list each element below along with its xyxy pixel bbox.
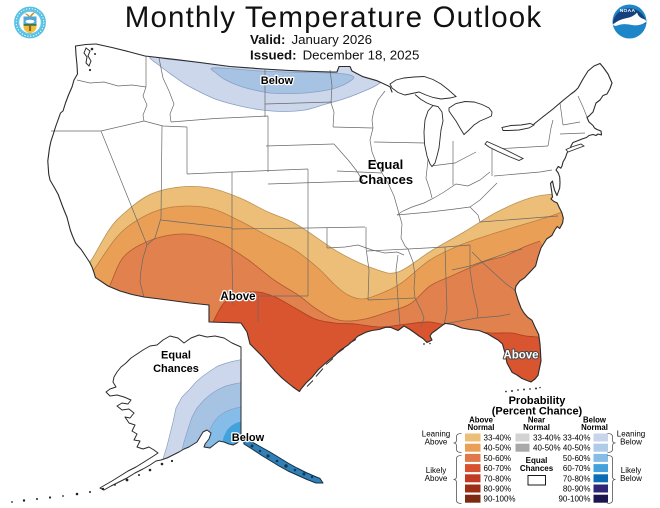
svg-text:40-50%: 40-50% [484,444,512,453]
svg-text:Likely: Likely [621,466,641,475]
svg-text:Monthly Temperature Outlook: Monthly Temperature Outlook [125,1,542,34]
svg-text:80-90%: 80-90% [563,485,591,494]
svg-text:Equal: Equal [526,456,548,465]
svg-text:Normal: Normal [581,423,608,432]
svg-text:Below: Below [261,75,294,87]
svg-text:40-50%: 40-50% [563,444,591,453]
svg-text:Below: Below [232,432,265,444]
svg-text:60-70%: 60-70% [484,464,512,473]
svg-text:Normal: Normal [468,423,495,432]
svg-text:Likely: Likely [426,466,446,475]
svg-text:70-80%: 70-80% [484,474,512,483]
svg-text:33-40%: 33-40% [563,434,591,443]
svg-text:Chances: Chances [520,464,554,473]
svg-text:Above: Above [469,416,493,425]
svg-text:33-40%: 33-40% [533,434,561,443]
svg-text:Above: Above [503,350,538,362]
svg-text:Above: Above [220,291,255,303]
svg-text:Below: Below [620,474,642,483]
svg-text:50-60%: 50-60% [484,454,512,463]
svg-text:Equal: Equal [161,350,191,362]
svg-text:Leaning: Leaning [617,430,645,439]
svg-text:(Percent Chance): (Percent Chance) [492,406,583,418]
svg-text:90-100%: 90-100% [484,495,516,504]
svg-text:Above: Above [425,474,448,483]
svg-text:Equal: Equal [368,157,403,172]
svg-text:Normal: Normal [523,423,550,432]
svg-text:Above: Above [425,438,448,447]
svg-text:Below: Below [620,438,642,447]
svg-text:70-80%: 70-80% [563,474,591,483]
svg-text:Chances: Chances [153,363,199,375]
svg-text:40-50%: 40-50% [533,444,561,453]
svg-text:60-70%: 60-70% [563,464,591,473]
svg-text:Valid:January 2026: Valid: January 2026 [250,32,372,47]
svg-text:Chances: Chances [359,172,413,187]
svg-text:Issued:December 18, 2025: Issued: December 18, 2025 [250,48,419,63]
svg-text:50-60%: 50-60% [563,454,591,463]
svg-text:Probability: Probability [509,395,567,407]
svg-text:33-40%: 33-40% [484,434,512,443]
svg-text:Near: Near [528,416,545,425]
svg-text:Leaning: Leaning [422,430,450,439]
svg-text:90-100%: 90-100% [558,495,590,504]
svg-text:Below: Below [583,416,607,425]
svg-text:NOAA: NOAA [620,8,636,14]
svg-text:80-90%: 80-90% [484,485,512,494]
